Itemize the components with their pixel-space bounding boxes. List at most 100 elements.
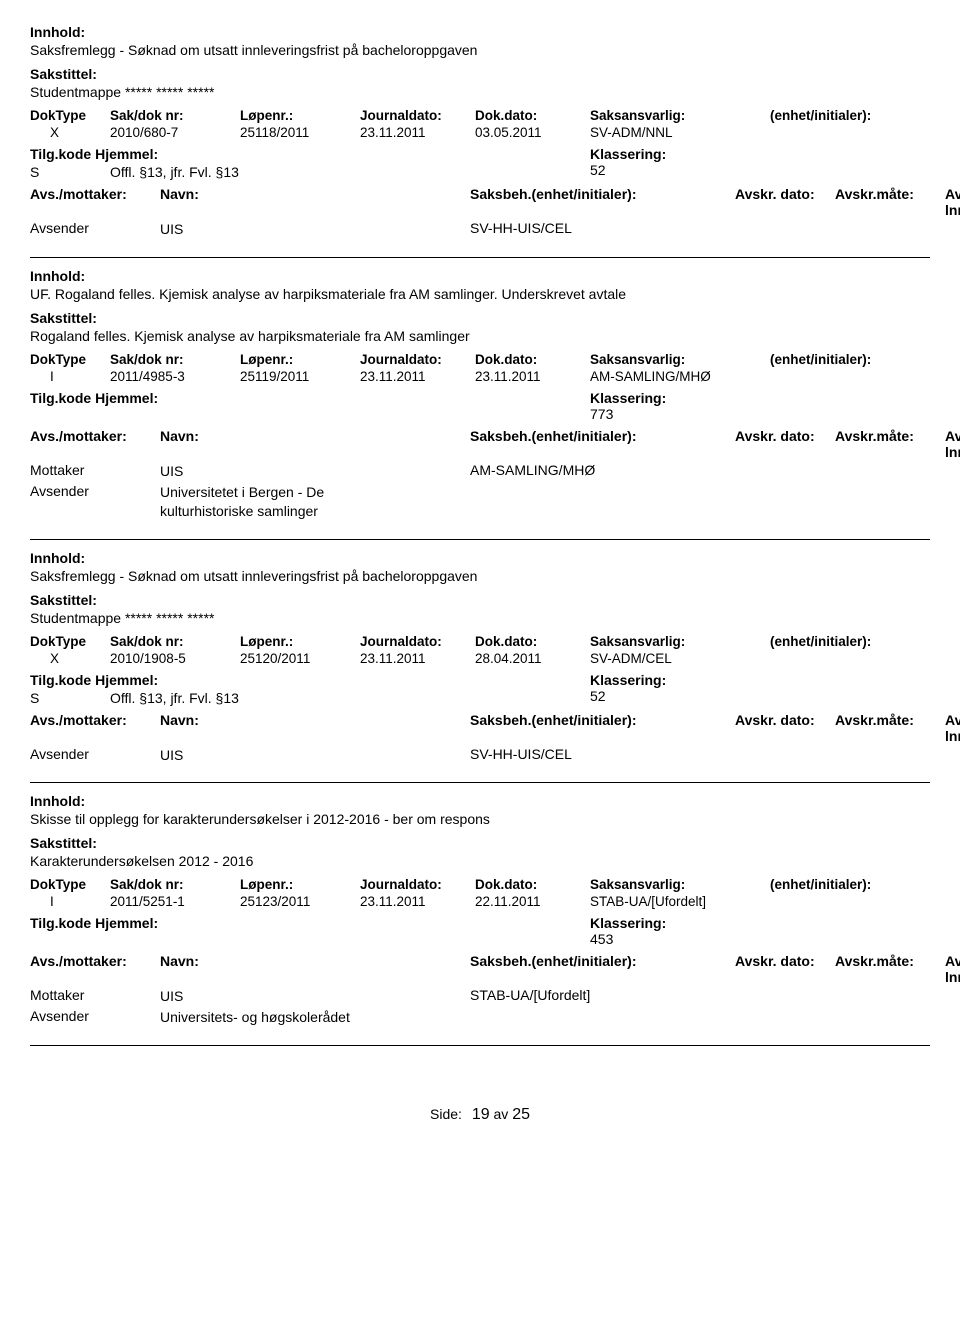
sakstittel-text: Rogaland felles. Kjemisk analyse av harp… xyxy=(30,328,930,344)
party-header: Avs./mottaker: Navn: Saksbeh.(enhet/init… xyxy=(30,953,930,985)
val-journaldato: 23.11.2011 xyxy=(360,369,475,384)
val-doktype: X xyxy=(30,651,110,666)
party-row: Avsender UIS SV-HH-UIS/CEL xyxy=(30,746,930,765)
val-sakdok: 2010/680-7 xyxy=(110,125,240,140)
page-current: 19 xyxy=(472,1106,490,1123)
party-role: Avsender xyxy=(30,1008,160,1027)
klassering-label: Klassering: xyxy=(590,915,930,931)
meta-header: DokType Sak/dok nr: Løpenr.: Journaldato… xyxy=(30,634,930,649)
col-lopenr: Løpenr.: xyxy=(240,877,360,892)
col-sakdok: Sak/dok nr: xyxy=(110,634,240,649)
val-doktype: I xyxy=(30,369,110,384)
tilg-header: Tilg.kode Hjemmel: xyxy=(30,672,590,688)
col-avsmottaker: Avs./mottaker: xyxy=(30,953,160,985)
col-doktype: DokType xyxy=(30,877,110,892)
tilg-section: Tilg.kode Hjemmel: S Offl. §13, jfr. Fvl… xyxy=(30,146,930,180)
meta-values: X 2010/680-7 25118/2011 23.11.2011 03.05… xyxy=(30,125,930,140)
col-lopenr: Løpenr.: xyxy=(240,634,360,649)
innhold-label: Innhold: xyxy=(30,24,930,40)
val-hjemmel: Offl. §13, jfr. Fvl. §13 xyxy=(110,690,239,706)
party-saksbeh xyxy=(470,1008,735,1027)
val-saksansvarlig: AM-SAMLING/MHØ xyxy=(590,369,770,384)
col-avskrivlnr: Avskriv lnr.: xyxy=(945,712,960,744)
val-sakdok: 2011/5251-1 xyxy=(110,894,240,909)
col-avskrivlnr: Avskriv lnr.: xyxy=(945,953,960,985)
col-sakdok: Sak/dok nr: xyxy=(110,877,240,892)
val-saksansvarlig: STAB-UA/[Ufordelt] xyxy=(590,894,770,909)
party-role: Mottaker xyxy=(30,987,160,1006)
record-separator xyxy=(30,1045,930,1046)
col-enhet: (enhet/initialer): xyxy=(770,352,930,367)
journal-record: Innhold:UF. Rogaland felles. Kjemisk ana… xyxy=(30,268,930,540)
val-saksansvarlig: SV-ADM/CEL xyxy=(590,651,770,666)
col-doktype: DokType xyxy=(30,634,110,649)
col-saksbeh: Saksbeh.(enhet/initialer): xyxy=(470,953,735,985)
party-header: Avs./mottaker: Navn: Saksbeh.(enhet/init… xyxy=(30,186,930,218)
col-saksansvarlig: Saksansvarlig: xyxy=(590,877,770,892)
party-role: Avsender xyxy=(30,220,160,239)
col-journaldato: Journaldato: xyxy=(360,877,475,892)
tilg-section: Tilg.kode Hjemmel: S Offl. §13, jfr. Fvl… xyxy=(30,672,930,706)
val-tilgcode: S xyxy=(30,690,110,706)
col-avskrdato: Avskr. dato: xyxy=(735,712,835,744)
col-saksansvarlig: Saksansvarlig: xyxy=(590,634,770,649)
col-saksbeh: Saksbeh.(enhet/initialer): xyxy=(470,712,735,744)
innhold-label: Innhold: xyxy=(30,550,930,566)
party-row: Avsender UIS SV-HH-UIS/CEL xyxy=(30,220,930,239)
col-saksansvarlig: Saksansvarlig: xyxy=(590,108,770,123)
party-row: Avsender Universitetet i Bergen - Dekult… xyxy=(30,483,930,521)
val-klassering: 773 xyxy=(590,406,930,422)
col-lopenr: Løpenr.: xyxy=(240,108,360,123)
val-sakdok: 2010/1908-5 xyxy=(110,651,240,666)
record-separator xyxy=(30,539,930,540)
col-dokdato: Dok.dato: xyxy=(475,877,590,892)
meta-header: DokType Sak/dok nr: Løpenr.: Journaldato… xyxy=(30,877,930,892)
meta-values: I 2011/5251-1 25123/2011 23.11.2011 22.1… xyxy=(30,894,930,909)
party-role: Avsender xyxy=(30,746,160,765)
col-saksbeh: Saksbeh.(enhet/initialer): xyxy=(470,428,735,460)
sakstittel-label: Sakstittel: xyxy=(30,66,930,82)
val-dokdato: 03.05.2011 xyxy=(475,125,590,140)
val-klassering: 52 xyxy=(590,162,930,178)
val-dokdato: 23.11.2011 xyxy=(475,369,590,384)
col-sakdok: Sak/dok nr: xyxy=(110,352,240,367)
col-avskrivlnr: Avskriv lnr.: xyxy=(945,428,960,460)
side-label: Side: xyxy=(430,1106,462,1122)
innhold-text: Saksfremlegg - Søknad om utsatt innlever… xyxy=(30,42,930,58)
col-doktype: DokType xyxy=(30,352,110,367)
party-role: Mottaker xyxy=(30,462,160,481)
record-separator xyxy=(30,782,930,783)
party-saksbeh: AM-SAMLING/MHØ xyxy=(470,462,735,481)
klassering-label: Klassering: xyxy=(590,146,930,162)
sakstittel-text: Studentmappe ***** ***** ***** xyxy=(30,610,930,626)
col-avskrdato: Avskr. dato: xyxy=(735,953,835,985)
party-name: UIS xyxy=(160,220,470,239)
col-dokdato: Dok.dato: xyxy=(475,634,590,649)
journal-record: Innhold:Skisse til opplegg for karakteru… xyxy=(30,793,930,1046)
party-name: UIS xyxy=(160,987,470,1006)
tilg-header: Tilg.kode Hjemmel: xyxy=(30,915,590,931)
col-avskrivlnr: Avskriv lnr.: xyxy=(945,186,960,218)
val-lopenr: 25118/2011 xyxy=(240,125,360,140)
sakstittel-label: Sakstittel: xyxy=(30,592,930,608)
col-enhet: (enhet/initialer): xyxy=(770,108,930,123)
party-row: Avsender Universitets- og høgskolerådet xyxy=(30,1008,930,1027)
val-journaldato: 23.11.2011 xyxy=(360,651,475,666)
page-total: 25 xyxy=(512,1106,530,1123)
party-name: UIS xyxy=(160,462,470,481)
party-row: Mottaker UIS STAB-UA/[Ufordelt] xyxy=(30,987,930,1006)
party-name: Universitets- og høgskolerådet xyxy=(160,1008,470,1027)
col-saksansvarlig: Saksansvarlig: xyxy=(590,352,770,367)
val-lopenr: 25119/2011 xyxy=(240,369,360,384)
col-navn: Navn: xyxy=(160,186,470,218)
val-doktype: X xyxy=(30,125,110,140)
val-journaldato: 23.11.2011 xyxy=(360,894,475,909)
party-row: Mottaker UIS AM-SAMLING/MHØ xyxy=(30,462,930,481)
val-dokdato: 28.04.2011 xyxy=(475,651,590,666)
col-avskrdato: Avskr. dato: xyxy=(735,186,835,218)
col-avskrmate: Avskr.måte: xyxy=(835,428,945,460)
tilg-values: S Offl. §13, jfr. Fvl. §13 xyxy=(30,690,590,706)
val-tilgcode: S xyxy=(30,164,110,180)
party-name: Universitetet i Bergen - Dekulturhistori… xyxy=(160,483,470,521)
col-avsmottaker: Avs./mottaker: xyxy=(30,712,160,744)
